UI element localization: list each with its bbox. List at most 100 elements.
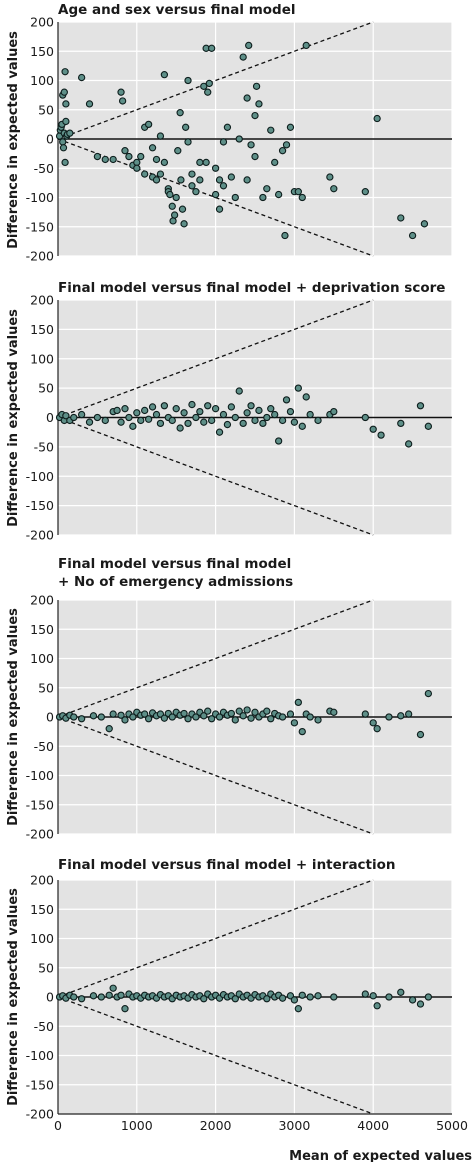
data-point xyxy=(129,713,137,721)
panel-1-title: Age and sex versus final model xyxy=(58,2,296,18)
data-point xyxy=(62,117,70,126)
x-tick-label: 4000 xyxy=(357,1118,389,1133)
data-point xyxy=(326,173,334,181)
data-point xyxy=(286,710,295,718)
y-tick-label: 150 xyxy=(30,622,54,637)
y-tick-label: 200 xyxy=(30,15,54,30)
data-point xyxy=(267,715,275,723)
limit-line xyxy=(57,21,374,140)
data-point xyxy=(184,76,192,85)
data-point xyxy=(160,714,169,722)
data-point xyxy=(178,205,187,213)
data-point xyxy=(160,71,169,79)
data-point xyxy=(255,406,263,415)
data-point xyxy=(271,158,279,167)
y-tick-label: 200 xyxy=(30,593,54,608)
data-point xyxy=(180,409,188,417)
data-point xyxy=(97,713,105,721)
data-point xyxy=(168,202,176,210)
data-point xyxy=(141,406,149,415)
data-point xyxy=(215,713,224,721)
y-tick-label: -150 xyxy=(26,1077,54,1092)
data-point xyxy=(70,713,78,721)
data-point xyxy=(247,141,255,149)
data-point xyxy=(251,152,259,161)
data-point xyxy=(133,158,141,167)
data-point xyxy=(424,689,433,698)
data-point xyxy=(170,211,179,219)
data-point xyxy=(294,384,302,392)
data-point xyxy=(109,155,117,164)
data-point xyxy=(263,185,271,193)
data-point xyxy=(361,990,369,998)
data-point xyxy=(424,993,433,1001)
data-point xyxy=(286,407,295,416)
data-point xyxy=(330,185,338,193)
data-point xyxy=(66,129,74,137)
y-tick-label: -200 xyxy=(26,249,54,264)
limit-line xyxy=(57,996,374,1115)
data-point xyxy=(369,719,377,727)
data-point xyxy=(267,126,275,134)
data-point xyxy=(205,79,213,88)
y-tick-label: -150 xyxy=(26,498,54,513)
data-point xyxy=(215,205,224,213)
data-point xyxy=(172,193,180,202)
data-point xyxy=(121,147,129,155)
data-point xyxy=(259,193,267,202)
data-point xyxy=(223,420,232,429)
data-point xyxy=(294,1005,302,1013)
data-point xyxy=(255,100,263,108)
data-point xyxy=(182,123,190,131)
data-point xyxy=(93,413,102,422)
data-point xyxy=(62,412,70,420)
y-tick-label: 100 xyxy=(30,351,54,366)
data-point xyxy=(306,713,314,721)
data-point xyxy=(166,190,174,199)
data-point xyxy=(59,138,67,146)
data-point xyxy=(298,991,306,999)
y-tick-label: 0 xyxy=(46,710,54,725)
limit-line xyxy=(57,879,374,998)
data-point xyxy=(408,996,417,1004)
data-point xyxy=(118,97,127,105)
data-point xyxy=(330,407,338,416)
y-tick-label: 50 xyxy=(38,960,54,975)
data-point xyxy=(369,992,377,1000)
data-point xyxy=(247,714,255,722)
data-point xyxy=(416,1000,425,1008)
data-point xyxy=(109,710,117,718)
data-point xyxy=(397,214,405,222)
data-point xyxy=(215,176,224,184)
panel-2-title: Final model versus final model + depriva… xyxy=(58,280,445,296)
y-tick-label: -100 xyxy=(26,768,54,783)
data-point xyxy=(252,82,261,90)
data-point xyxy=(231,995,239,1003)
data-point xyxy=(377,431,385,439)
data-point xyxy=(70,413,78,422)
data-point xyxy=(239,53,247,61)
data-point xyxy=(294,698,302,707)
data-point xyxy=(373,114,381,123)
data-point xyxy=(278,416,287,425)
data-point xyxy=(271,410,279,419)
data-point xyxy=(125,152,133,161)
data-point xyxy=(231,193,239,202)
data-point xyxy=(294,187,302,196)
data-point xyxy=(274,437,283,445)
y-tick-label: 150 xyxy=(30,44,54,59)
data-point xyxy=(251,708,259,716)
data-point xyxy=(219,138,228,146)
data-point xyxy=(85,100,94,108)
data-point xyxy=(59,144,68,152)
data-point xyxy=(239,712,247,720)
panel-2-ylabel: Difference in expected values xyxy=(6,309,21,527)
panel-3-title-line-1: Final model versus final model xyxy=(58,556,291,572)
data-point xyxy=(117,418,125,426)
data-point xyxy=(168,416,176,425)
data-point xyxy=(235,135,243,143)
data-point xyxy=(231,716,239,724)
data-point xyxy=(227,173,236,181)
data-point xyxy=(302,41,310,50)
